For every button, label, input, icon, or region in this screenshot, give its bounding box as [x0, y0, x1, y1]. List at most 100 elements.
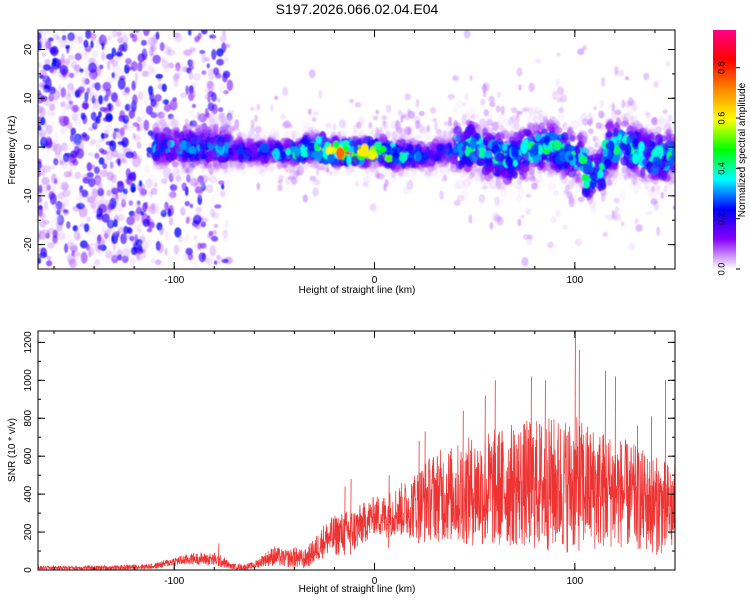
spectrogram-cell: [162, 178, 168, 186]
spectrogram-cell: [188, 146, 197, 154]
spectrogram-cell: [72, 159, 79, 166]
spectrogram-cell: [121, 137, 129, 148]
spectrogram-cell: [152, 162, 158, 170]
spectrogram-cell: [53, 205, 59, 212]
spectrogram-cell: [78, 196, 86, 204]
spectrogram-cell: [159, 42, 165, 52]
spectrogram-cell: [53, 99, 59, 106]
spectrogram-cell: [188, 166, 195, 177]
spectrogram-cell: [192, 72, 202, 81]
spectrogram-cell: [223, 128, 229, 138]
spectrogram-cell: [407, 110, 416, 119]
spectrogram-cell: [38, 257, 42, 264]
spectrogram-cell: [68, 187, 74, 193]
spectrogram-cell: [325, 123, 332, 129]
spectrogram-cell: [531, 144, 539, 157]
spectrogram-cell: [518, 84, 522, 91]
spectrogram-cell: [326, 153, 334, 164]
spectrogram-cell: [638, 141, 645, 153]
spectrogram-cell: [211, 212, 220, 219]
spectrogram-cell: [128, 200, 133, 206]
spectrogram-cell: [216, 137, 226, 148]
spectrogram-cell: [293, 146, 301, 156]
spectrogram-cell: [632, 104, 638, 112]
spectrogram-cell: [593, 136, 600, 145]
spectrogram-cell: [139, 122, 144, 132]
spectrogram-cell: [62, 232, 71, 240]
spectrogram-cell: [213, 67, 220, 76]
spectrogram-cell: [227, 109, 235, 116]
spectrogram-cell: [204, 94, 210, 100]
spectrogram-cell: [234, 119, 240, 129]
colorbar-tick-label: 0.4: [716, 162, 726, 175]
colorbar-tick-label: 0.8: [716, 61, 726, 74]
spectrogram-cell: [98, 95, 104, 105]
snr-peak: [217, 543, 220, 567]
spectrogram-cell: [596, 177, 604, 185]
spectrogram-cell: [597, 170, 604, 178]
spectrogram-cell: [230, 164, 238, 174]
spectrogram-cell: [150, 187, 158, 195]
spectrogram-cell: [59, 194, 64, 204]
spectrogram-cell: [222, 162, 229, 174]
spectrogram-cell: [307, 142, 315, 152]
spectrogram-cell: [406, 179, 414, 190]
spectrogram-cell: [614, 66, 619, 74]
x-tick-label: -100: [164, 275, 184, 286]
spectrogram-cell: [60, 101, 66, 107]
spectrogram-cell: [598, 110, 605, 119]
spectrogram-cell: [45, 124, 53, 135]
spectrogram-cell: [420, 160, 428, 168]
spectrogram-cell: [88, 126, 94, 132]
spectrogram-cell: [339, 119, 346, 129]
y-tick-label: -10: [23, 188, 34, 203]
spectrogram-cell: [254, 114, 258, 123]
spectrogram-cell: [44, 200, 48, 210]
spectrogram-cell: [88, 177, 96, 188]
spectrogram-cell: [495, 105, 501, 113]
spectrogram-cell: [201, 30, 208, 35]
spectrogram-cell: [170, 118, 178, 130]
spectrogram-cell: [660, 191, 665, 199]
spectrogram-cell: [374, 141, 381, 150]
spectrogram-cell: [186, 216, 192, 223]
spectrogram-cell: [87, 152, 94, 157]
spectrogram-cell: [49, 193, 57, 205]
snr-plot-area: [38, 331, 675, 570]
spectrogram-cell: [88, 87, 97, 100]
spectrogram-cell: [207, 61, 214, 70]
spectrogram-cell: [551, 90, 558, 100]
spectrogram-cell: [125, 151, 134, 159]
spectrogram-cell: [177, 165, 186, 176]
spectrogram-cell: [626, 105, 633, 118]
spectrogram-cell: [556, 86, 565, 96]
spectrogram-cell: [525, 208, 531, 215]
spectrogram-cell: [133, 209, 141, 222]
spectrogram-cell: [81, 77, 86, 88]
spectrogram-cell: [216, 58, 225, 66]
spectrogram-cell: [243, 147, 253, 157]
spectrogram-cell: [203, 253, 211, 263]
spectrogram-cell: [315, 136, 322, 144]
spectrogram-cell: [402, 160, 412, 170]
spectrogram-cell: [496, 199, 504, 207]
spectrogram-cell: [502, 143, 508, 151]
spectrogram-cell: [187, 90, 197, 99]
spectrogram-cell: [370, 129, 376, 137]
spectrogram-cell: [167, 46, 172, 55]
spectrogram-cell: [166, 140, 172, 148]
spectrogram-cell: [311, 116, 317, 122]
spectrogram-cell: [478, 157, 487, 165]
spectrogram-cell: [594, 158, 601, 165]
spectrogram-cell: [177, 156, 183, 166]
spectrogram-cell: [482, 91, 487, 98]
spectrogram-cell: [74, 52, 82, 61]
spectrogram-cell: [125, 254, 130, 261]
spectrogram-cell: [450, 163, 460, 173]
spectrogram-cell: [167, 208, 172, 217]
spectrogram-cell: [343, 145, 349, 152]
spectrogram-cell: [307, 108, 312, 115]
spectrogram-cell: [453, 181, 462, 190]
